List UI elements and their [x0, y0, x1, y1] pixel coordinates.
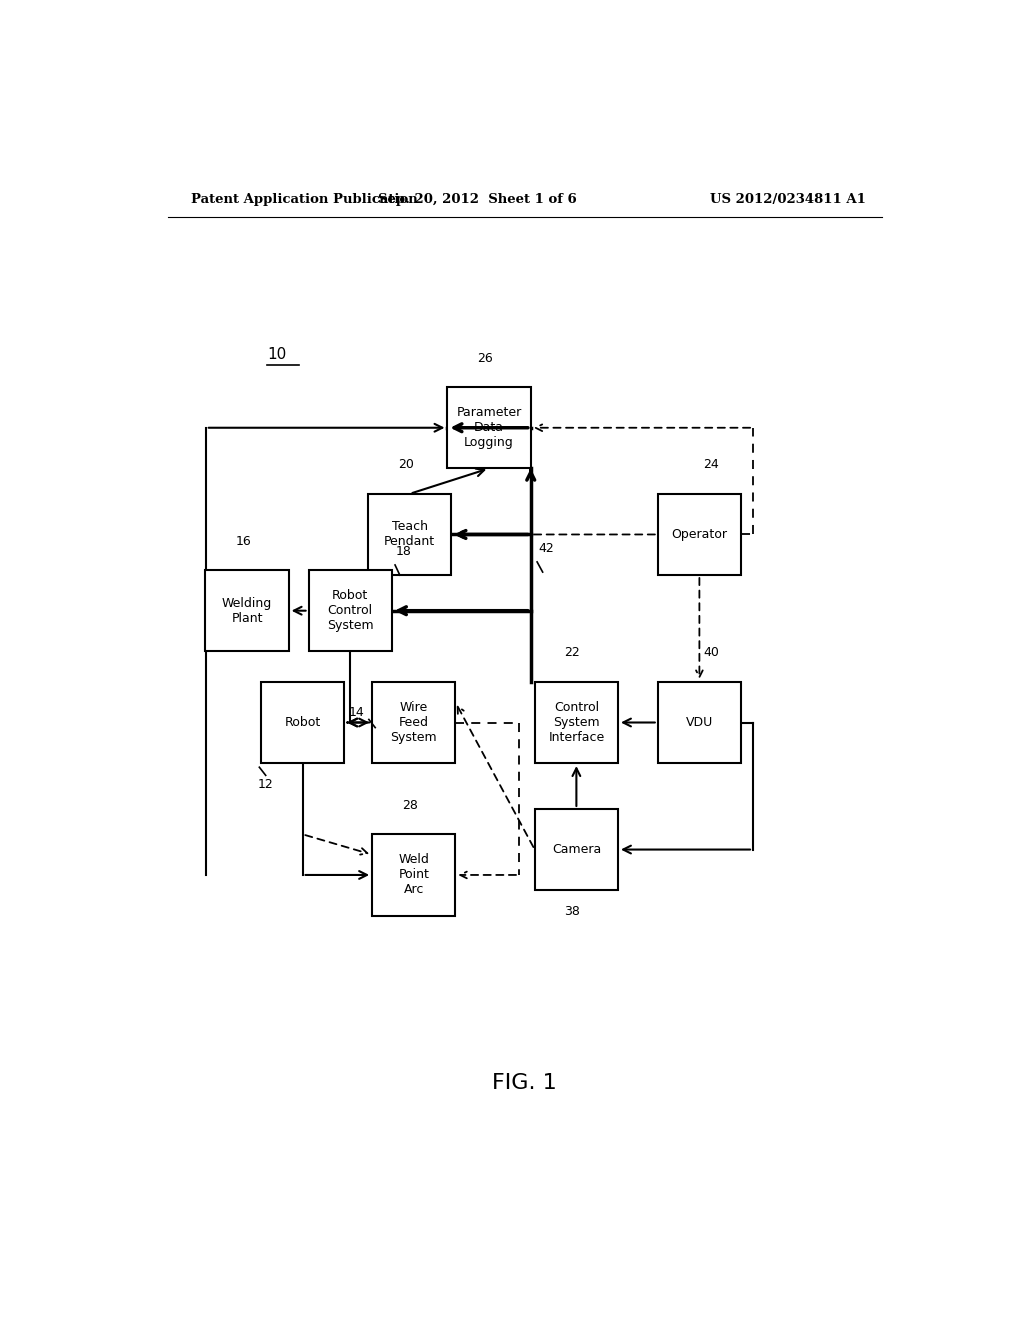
Text: Operator: Operator [672, 528, 727, 541]
Text: Teach
Pendant: Teach Pendant [384, 520, 435, 549]
Text: Control
System
Interface: Control System Interface [548, 701, 604, 744]
Text: 20: 20 [397, 458, 414, 471]
Bar [372, 682, 456, 763]
Bar [657, 682, 741, 763]
Bar [261, 682, 344, 763]
Text: 26: 26 [477, 351, 493, 364]
Text: 10: 10 [267, 347, 286, 362]
Text: Robot: Robot [285, 715, 321, 729]
Bar [447, 387, 530, 469]
Text: US 2012/0234811 A1: US 2012/0234811 A1 [711, 193, 866, 206]
Text: Camera: Camera [552, 843, 601, 857]
Text: FIG. 1: FIG. 1 [493, 1073, 557, 1093]
Text: Weld
Point
Arc: Weld Point Arc [398, 854, 429, 896]
Text: 14: 14 [348, 706, 365, 719]
Bar [372, 834, 456, 916]
Bar [535, 682, 618, 763]
Bar [206, 570, 289, 651]
Text: 38: 38 [564, 906, 581, 919]
Bar [308, 570, 392, 651]
Text: 16: 16 [236, 535, 251, 548]
Text: Wire
Feed
System: Wire Feed System [390, 701, 437, 744]
Text: Robot
Control
System: Robot Control System [327, 589, 374, 632]
Text: Parameter
Data
Logging: Parameter Data Logging [457, 407, 521, 449]
Text: 40: 40 [703, 647, 719, 660]
Text: Sep. 20, 2012  Sheet 1 of 6: Sep. 20, 2012 Sheet 1 of 6 [378, 193, 577, 206]
Text: Welding
Plant: Welding Plant [222, 597, 272, 624]
Text: 18: 18 [396, 545, 412, 558]
Text: 24: 24 [703, 458, 719, 471]
Bar [657, 494, 741, 576]
Bar [368, 494, 452, 576]
Text: 28: 28 [401, 799, 418, 812]
Text: 12: 12 [258, 779, 273, 792]
Bar [535, 809, 618, 890]
Text: Patent Application Publication: Patent Application Publication [191, 193, 418, 206]
Text: 42: 42 [539, 541, 554, 554]
Text: 22: 22 [564, 647, 581, 660]
Text: VDU: VDU [686, 715, 713, 729]
